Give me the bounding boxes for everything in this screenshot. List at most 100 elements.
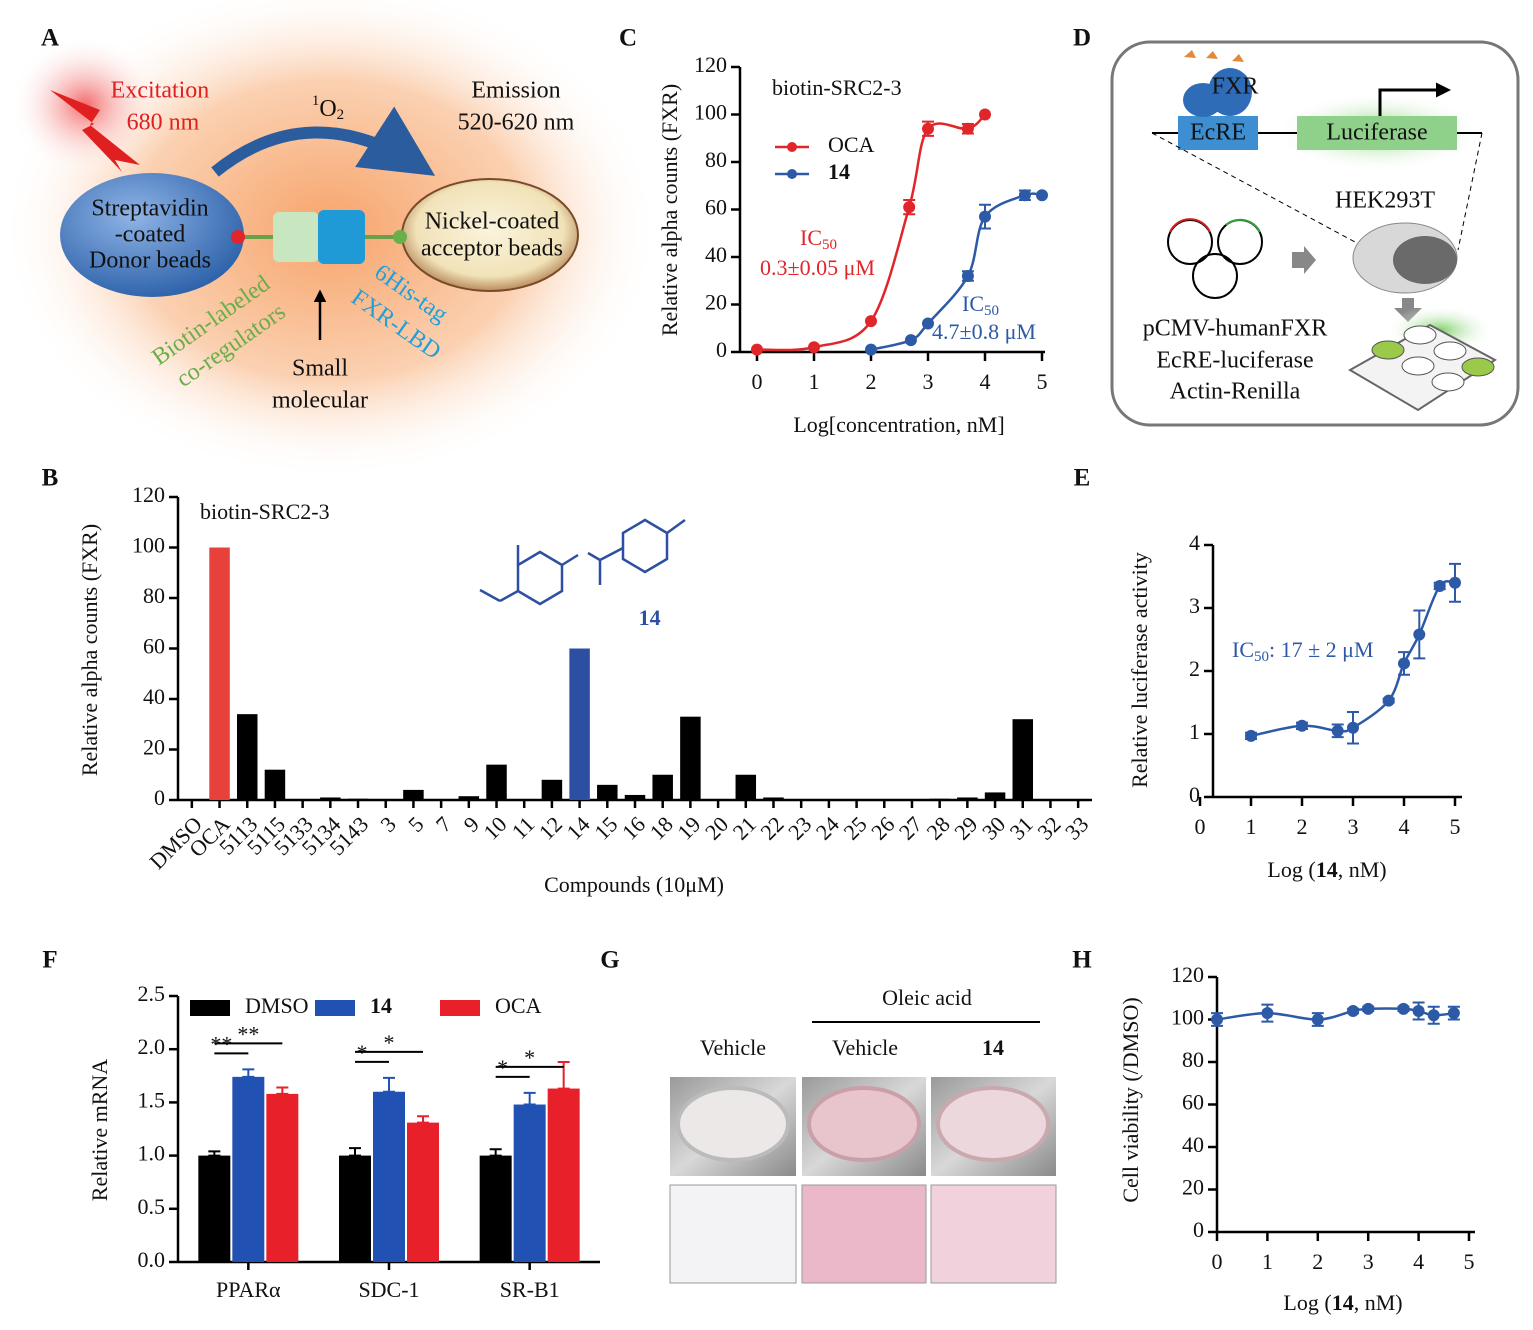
luc-label: Luciferase xyxy=(1326,120,1427,146)
legend-label: OCA xyxy=(828,132,875,157)
xlabel: Log[concentration, nM] xyxy=(793,412,1004,437)
plasmid-label: Actin-Renilla xyxy=(1170,379,1301,405)
label-part: 14 xyxy=(1316,857,1338,882)
x-tick-label: SDC-1 xyxy=(358,1277,419,1302)
sig-label: * xyxy=(384,1030,395,1055)
coregulator-box xyxy=(273,212,319,262)
x-tick-label: 2 xyxy=(1297,814,1308,839)
x-tick-label: 5 xyxy=(1037,369,1048,394)
ylabel: Relative luciferase activity xyxy=(1127,552,1152,788)
sub: 2 xyxy=(337,107,345,123)
fxr-blob xyxy=(1208,68,1252,116)
ecre-box xyxy=(1178,116,1258,150)
error-bar xyxy=(242,1068,255,1078)
point xyxy=(1311,1013,1324,1026)
point xyxy=(1245,729,1257,742)
x-tick-label: 5 xyxy=(1450,814,1461,839)
acceptor-label: Nickel-coated xyxy=(425,209,560,235)
x-tick-label: 1 xyxy=(1262,1249,1273,1274)
x-tick-label: 0 xyxy=(1212,1249,1223,1274)
y-tick-label: 1 xyxy=(1189,719,1200,744)
y-tick-label: 80 xyxy=(1182,1047,1204,1072)
point xyxy=(1331,724,1344,737)
x-tick-label: PPARα xyxy=(216,1277,281,1302)
y-tick-label: 0 xyxy=(154,785,165,810)
column-label: Vehicle xyxy=(832,1035,898,1060)
group-label: Oleic acid xyxy=(882,985,972,1010)
bar xyxy=(236,714,258,800)
luc-box xyxy=(1297,116,1457,150)
chart-title: biotin-SRC2-3 xyxy=(772,75,902,100)
plasmid-insert xyxy=(1169,218,1211,233)
panel-label: F xyxy=(42,947,57,974)
dish xyxy=(936,1086,1050,1162)
well xyxy=(1433,341,1467,361)
point xyxy=(922,317,934,330)
point xyxy=(1382,694,1395,707)
bar xyxy=(652,774,673,800)
y-tick-label: 0 xyxy=(716,337,727,362)
y-tick-label: 2.5 xyxy=(138,981,166,1006)
annotation-part: IC xyxy=(800,225,822,250)
annotation: 14 xyxy=(639,605,661,630)
point xyxy=(979,108,991,121)
x-tick-label: 5 xyxy=(1464,1249,1475,1274)
y-tick-label: 0.5 xyxy=(138,1194,166,1219)
label-part: 14 xyxy=(1332,1290,1354,1315)
bar xyxy=(929,798,950,800)
bar xyxy=(264,769,286,800)
point xyxy=(904,334,917,347)
donor-label: Streptavidin xyxy=(91,196,208,222)
error-bar xyxy=(417,1115,429,1124)
y-tick-label: 20 xyxy=(1182,1175,1204,1200)
point xyxy=(979,210,991,223)
bar xyxy=(347,798,369,800)
lightning xyxy=(50,90,140,172)
bar xyxy=(984,792,1006,800)
lbd-box xyxy=(318,210,365,264)
o: O xyxy=(319,96,336,122)
y-tick-label: 60 xyxy=(143,634,165,659)
y-tick-label: 60 xyxy=(1182,1090,1204,1115)
annotation-part: IC xyxy=(962,291,984,316)
bar xyxy=(486,764,507,800)
bar xyxy=(735,774,757,800)
point xyxy=(1036,189,1048,202)
y-tick-label: 100 xyxy=(694,100,727,125)
annotation-part: 50 xyxy=(984,303,999,319)
panel-a: Excitation 680 nm 1O2 Emission 520-620 n… xyxy=(0,0,660,480)
ylabel: Relative alpha counts (FXR) xyxy=(77,524,102,776)
frame xyxy=(1110,40,1520,427)
x-tick-label: 2 xyxy=(866,369,877,394)
ylabel: Relative mRNA xyxy=(87,1059,112,1201)
energy-arrow xyxy=(211,106,436,177)
panel-label: D xyxy=(1073,25,1091,52)
cell-label: HEK293T xyxy=(1335,188,1435,214)
x-tick-label: 3 xyxy=(1348,814,1359,839)
error-bar xyxy=(489,1148,502,1157)
fxr-label: FXR xyxy=(1212,74,1259,100)
annotation: 4.7±0.8 μM xyxy=(932,319,1036,344)
point xyxy=(1347,1005,1360,1017)
legend-label: OCA xyxy=(495,993,542,1018)
xlabel: Compounds (10μM) xyxy=(544,872,724,897)
micrograph xyxy=(801,1184,927,1284)
point xyxy=(961,122,974,135)
point xyxy=(1211,1013,1223,1026)
micrograph xyxy=(669,1184,797,1284)
x-tick-label: 1 xyxy=(809,369,820,394)
y-tick-label: 100 xyxy=(132,533,165,558)
excitation: 680 nm xyxy=(127,110,200,136)
panel-label: A xyxy=(41,25,59,52)
y-tick-label: 80 xyxy=(143,583,165,608)
ligand xyxy=(1206,51,1218,59)
x-tick-label: SR-B1 xyxy=(500,1277,560,1302)
annotation-part: 50 xyxy=(822,237,837,253)
bar xyxy=(209,547,230,800)
bar xyxy=(403,789,424,800)
error-bar xyxy=(523,1091,536,1106)
point xyxy=(808,341,820,354)
legend-label: 14 xyxy=(370,993,392,1018)
plasmid-insert xyxy=(1225,218,1261,233)
donor-bead xyxy=(60,173,244,297)
